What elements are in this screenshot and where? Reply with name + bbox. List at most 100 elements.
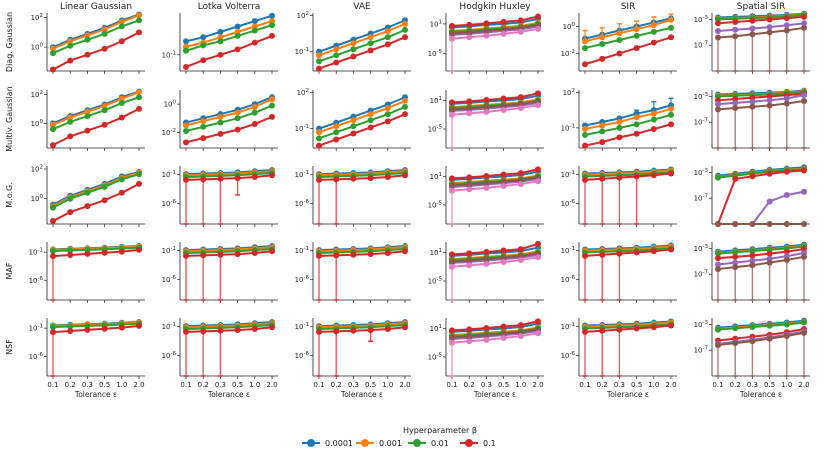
series-2 — [50, 171, 142, 211]
x-tick-label: 2.0 — [133, 381, 144, 389]
data-point — [668, 111, 674, 118]
data-point — [183, 328, 189, 335]
y-tick-label: 100 — [31, 119, 44, 128]
data-point — [118, 38, 125, 45]
data-point — [749, 324, 756, 331]
data-point — [500, 258, 507, 265]
data-point — [599, 55, 606, 62]
data-point — [517, 28, 524, 35]
data-point — [616, 250, 623, 257]
data-point — [783, 100, 790, 107]
series-6 — [449, 178, 541, 225]
x-tick-label: 0.3 — [82, 381, 93, 389]
data-point — [251, 39, 258, 46]
data-point — [200, 123, 207, 130]
x-tick-label: 0.2 — [597, 381, 608, 389]
data-point — [633, 32, 640, 39]
data-point — [118, 23, 125, 30]
data-point — [136, 246, 142, 253]
data-point — [668, 105, 674, 112]
data-point — [732, 340, 739, 347]
series-line — [717, 169, 805, 225]
series-1 — [582, 13, 674, 45]
data-point — [483, 256, 490, 263]
series-line — [185, 34, 273, 68]
y-tick-label: 10-7 — [694, 194, 709, 203]
legend: Hyperparameter β 0.0001 0.001 0.01 0.1 — [302, 426, 496, 448]
y-tick-label: 10-1 — [162, 50, 176, 59]
data-point — [234, 32, 241, 39]
y-tick-label: 10-1 — [561, 170, 575, 179]
data-point — [384, 105, 391, 112]
data-point — [234, 175, 241, 182]
data-point — [67, 57, 74, 64]
series-3 — [316, 248, 408, 301]
x-tick-label: 0.1 — [313, 381, 324, 389]
data-point — [333, 59, 340, 66]
data-point — [316, 252, 322, 259]
y-tick-label: 10-3 — [694, 320, 709, 329]
x-axis-label: Tolerance ε — [739, 390, 782, 399]
data-point — [234, 126, 241, 133]
y-tick-label: 100 — [563, 22, 576, 31]
series-3 — [316, 34, 408, 72]
data-point — [668, 322, 674, 329]
data-point — [783, 95, 790, 102]
data-point — [517, 181, 524, 188]
data-point — [402, 26, 408, 33]
column-title: Lotka Volterra — [198, 2, 261, 12]
data-point — [715, 34, 721, 41]
series-3 — [183, 324, 275, 377]
data-point — [466, 181, 473, 188]
data-point — [234, 46, 241, 53]
data-point — [50, 66, 56, 73]
series-line — [318, 22, 406, 57]
data-point — [517, 322, 524, 329]
data-point — [616, 326, 623, 333]
series-5 — [715, 221, 807, 227]
x-tick-label: 0.5 — [99, 381, 110, 389]
data-point — [801, 92, 807, 99]
data-point — [801, 221, 807, 227]
series-5 — [449, 174, 541, 189]
data-point — [749, 248, 756, 255]
data-point — [783, 168, 790, 175]
x-tick-label: 2.0 — [266, 381, 277, 389]
data-point — [217, 119, 224, 126]
data-point — [616, 36, 623, 43]
series-3 — [449, 13, 541, 29]
y-tick-label: 10-1 — [162, 246, 176, 255]
panel: 101 10-5 — [428, 166, 544, 227]
column-title: SIR — [621, 2, 636, 12]
y-tick-label: 101 — [430, 324, 442, 333]
y-tick-label: 10-6 — [295, 351, 310, 360]
series-5 — [715, 253, 807, 301]
data-point — [766, 198, 773, 205]
y-tick-label: 10-5 — [428, 276, 443, 285]
series-3 — [316, 111, 408, 149]
series-0 — [316, 17, 408, 55]
y-tick-label: 10-1 — [295, 124, 309, 133]
data-point — [517, 170, 524, 177]
data-point — [500, 30, 507, 37]
data-point — [136, 89, 142, 96]
data-point — [183, 128, 189, 135]
data-point — [367, 175, 374, 182]
data-point — [367, 111, 374, 118]
data-point — [269, 22, 275, 29]
data-point — [732, 99, 739, 106]
data-point — [616, 134, 623, 141]
data-point — [84, 51, 91, 58]
data-point — [234, 109, 241, 116]
data-point — [384, 118, 391, 125]
data-point — [350, 175, 357, 182]
x-tick-label: 0.1 — [446, 381, 457, 389]
data-point — [732, 19, 739, 26]
data-point — [783, 192, 790, 198]
panel: 10-1 10-6 — [561, 166, 677, 227]
data-point — [732, 253, 739, 260]
panel: 10-1 10-6 — [295, 166, 411, 227]
y-tick-label: 101 — [430, 248, 442, 257]
data-point — [483, 180, 490, 187]
